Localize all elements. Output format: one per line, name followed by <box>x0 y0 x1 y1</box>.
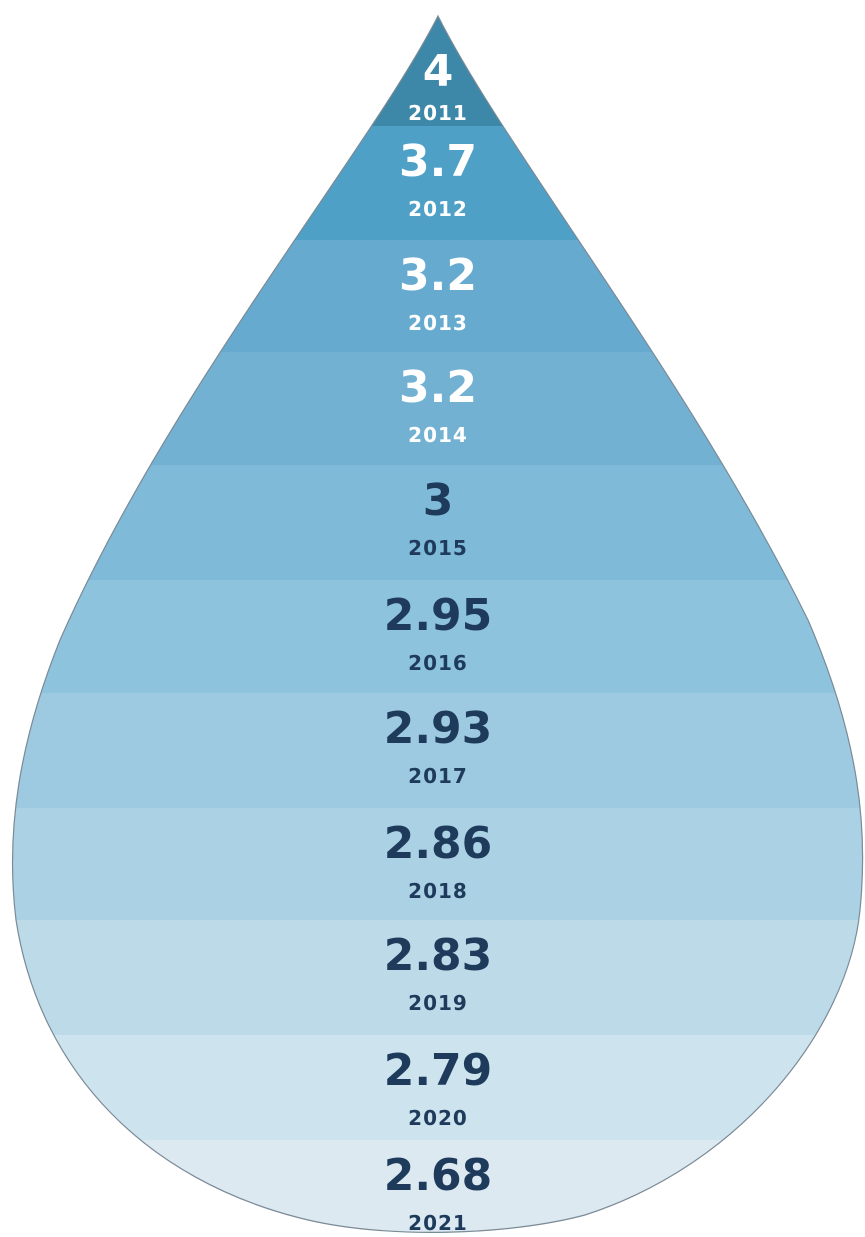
year-label-2017: 2017 <box>408 764 468 788</box>
value-label-2014: 3.2 <box>399 362 477 413</box>
value-label-2017: 2.93 <box>384 703 493 754</box>
band-2019 <box>12 920 863 1036</box>
value-label-2013: 3.2 <box>399 250 477 301</box>
value-label-2015: 3 <box>423 475 454 526</box>
year-label-2016: 2016 <box>408 651 468 675</box>
band-2017 <box>12 693 863 809</box>
year-label-2012: 2012 <box>408 197 468 221</box>
value-label-2021: 2.68 <box>384 1150 493 1201</box>
band-2016 <box>12 580 863 694</box>
year-label-2018: 2018 <box>408 879 468 903</box>
drop-outline <box>11 14 864 1233</box>
value-label-2011: 4 <box>423 46 454 97</box>
value-label-2012: 3.7 <box>399 136 477 187</box>
band-2018 <box>12 808 863 921</box>
band-2020 <box>12 1035 863 1141</box>
year-label-2019: 2019 <box>408 991 468 1015</box>
year-label-2014: 2014 <box>408 423 468 447</box>
year-label-2013: 2013 <box>408 311 468 335</box>
year-label-2015: 2015 <box>408 536 468 560</box>
drop-labels: 4 2011 3.7 2012 3.2 2013 3.2 2014 3 2015 2.95 2016 2… <box>384 46 493 1235</box>
year-label-2020: 2020 <box>408 1106 468 1130</box>
band-2015 <box>12 465 863 581</box>
value-label-2018: 2.86 <box>384 818 493 869</box>
year-label-2011: 2011 <box>408 101 468 125</box>
value-label-2019: 2.83 <box>384 930 493 981</box>
value-label-2016: 2.95 <box>384 590 493 641</box>
year-label-2021: 2021 <box>408 1211 468 1235</box>
value-label-2020: 2.79 <box>384 1045 493 1096</box>
